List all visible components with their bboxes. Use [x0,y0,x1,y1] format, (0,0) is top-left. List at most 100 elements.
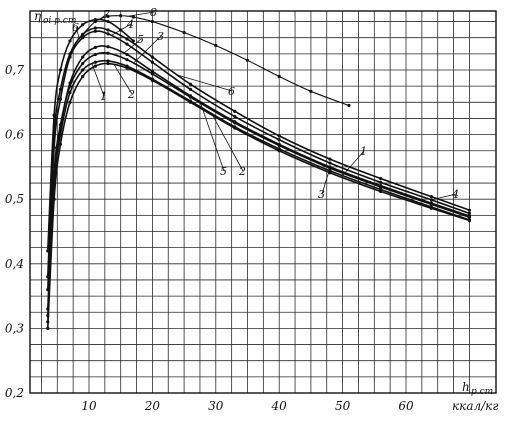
data-point-series-6 [150,55,154,59]
data-point-series-7 [106,19,110,24]
series-line-2 [46,62,470,329]
data-point-series-1 [93,60,97,64]
data-point-series-5 [379,184,383,188]
data-point-series-1 [58,133,63,137]
series-label-5: 5 [220,165,227,178]
data-point-series-3 [46,307,50,311]
data-point-series-3 [150,72,154,76]
data-point-series-8 [93,19,97,24]
data-point-series-5 [233,120,237,124]
data-point-series-4 [233,114,237,119]
data-point-series-4 [379,180,383,185]
data-point-series-5 [52,178,56,182]
data-point-series-2 [233,126,237,130]
series-label-5: 5 [137,33,144,46]
x-axis-label-main: h [462,380,470,394]
series-label-leader [126,11,155,17]
x-tick-label: 30 [208,399,224,413]
data-point-series-3 [58,123,63,127]
data-point-series-2 [93,64,97,68]
data-point-series-6 [125,37,129,41]
x-tick-label: 10 [81,399,97,413]
data-point-series-3 [125,58,129,62]
data-point-series-5 [81,55,85,59]
series-label-leader [91,64,105,97]
data-point-series-4 [58,97,63,101]
data-point-series-8 [245,58,250,62]
series-label-6: 6 [228,85,235,98]
series-label-1: 1 [360,145,367,158]
series-label-leader [110,23,132,36]
data-point-series-6 [328,157,332,161]
data-point-series-2 [429,206,433,210]
data-point-series-2 [58,142,63,146]
series-label-1: 1 [100,90,107,103]
data-point-series-6 [58,87,63,91]
data-point-series-4 [277,138,281,142]
series-label-leader [199,101,225,172]
data-point-series-6 [233,109,237,113]
data-point-series-5 [125,52,129,57]
series-label-6: 6 [72,21,79,34]
data-point-series-6 [429,195,433,199]
data-point-series-7 [46,249,50,253]
data-point-series-3 [68,84,72,88]
data-point-series-8 [106,14,110,18]
data-point-series-5 [46,313,50,318]
data-point-series-8 [182,30,186,35]
data-point-series-5 [58,126,63,130]
data-point-series-4 [106,32,110,36]
y-tick-label: 0,3 [5,321,24,335]
series-label-4: 4 [451,188,459,201]
data-point-series-2 [188,100,193,104]
data-point-series-5 [93,45,97,49]
data-point-series-5 [429,201,433,205]
y-tick-labels: 0,2 0,3 0,4 0,5 0,6 0,7 [5,63,24,400]
data-point-series-4 [125,42,129,46]
data-point-series-7 [58,68,63,72]
data-point-series-1 [68,91,72,95]
plot-frame [29,10,497,394]
data-point-series-2 [277,149,281,153]
data-point-series-4 [328,161,332,165]
series-line-4 [46,30,470,290]
data-point-series-2 [467,218,471,223]
data-point-series-6 [93,26,97,30]
data-point-series-4 [68,55,72,59]
series-label-leader [431,193,457,201]
x-tick-label: 60 [398,399,414,413]
data-point-series-5 [188,94,193,98]
series-label-leader [177,74,233,92]
data-point-series-2 [125,66,129,70]
series-points [46,14,471,330]
series-label-leader [98,13,108,21]
data-point-series-1 [106,59,110,63]
series-line-1 [46,59,470,322]
data-point-series-1 [52,184,56,188]
data-point-series-5 [277,142,281,146]
data-point-series-6 [106,28,110,32]
data-point-series-3 [81,61,85,66]
data-point-series-8 [131,15,135,19]
x-tick-label: 40 [271,399,288,413]
data-point-series-2 [52,197,56,201]
data-point-series-4 [150,60,154,64]
series-label-2: 2 [127,88,135,101]
y-axis-label-main: η [34,9,42,23]
data-point-series-2 [68,100,72,104]
data-point-series-4 [46,288,50,292]
series-label-leader [342,150,365,176]
x-tick-label: 50 [335,399,351,413]
y-tick-label: 0,6 [5,128,24,142]
data-point-series-2 [106,61,110,66]
data-point-series-7 [81,23,85,27]
series-label-leader [133,35,162,64]
series-label-3: 3 [157,30,164,43]
data-point-series-2 [46,326,50,330]
series-label-7: 7 [103,8,110,21]
data-point-series-8 [214,43,218,48]
data-point-series-3 [106,51,110,55]
data-point-series-8 [347,103,351,108]
data-point-series-8 [309,89,313,93]
